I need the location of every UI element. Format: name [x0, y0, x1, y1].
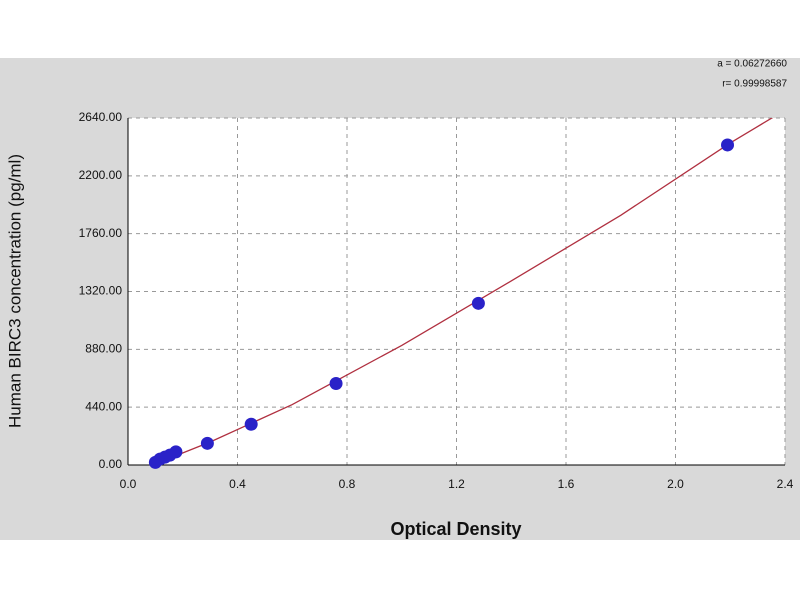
x-tick-label: 0.4: [229, 477, 246, 491]
fit-curve: [152, 118, 774, 465]
y-tick-label: 1760.00: [79, 226, 123, 240]
y-tick-label: 1320.00: [79, 284, 123, 298]
x-axis-label: Optical Density: [390, 519, 521, 539]
x-tick-label: 0.8: [339, 477, 356, 491]
data-point: [329, 377, 343, 391]
x-tick-label: 2.4: [777, 477, 794, 491]
y-axis-label: Human BIRC3 concentration (pg/ml): [5, 154, 24, 428]
y-tick-label: 880.00: [85, 342, 122, 356]
y-tick-label: 2200.00: [79, 168, 123, 182]
data-point: [721, 138, 735, 152]
annotation: a = 0.06272660: [717, 59, 787, 70]
data-point: [471, 296, 485, 310]
x-tick-label: 1.2: [448, 477, 465, 491]
x-tick-label: 1.6: [558, 477, 575, 491]
annotation: r= 0.99998587: [722, 79, 787, 90]
x-tick-label: 0.0: [120, 477, 137, 491]
data-point: [200, 436, 214, 450]
y-tick-label: 440.00: [85, 399, 122, 413]
data-point: [169, 445, 183, 459]
x-tick-label: 2.0: [667, 477, 684, 491]
y-tick-label: 2640.00: [79, 110, 123, 124]
y-tick-label: 0.00: [99, 457, 123, 471]
data-point: [244, 417, 258, 431]
